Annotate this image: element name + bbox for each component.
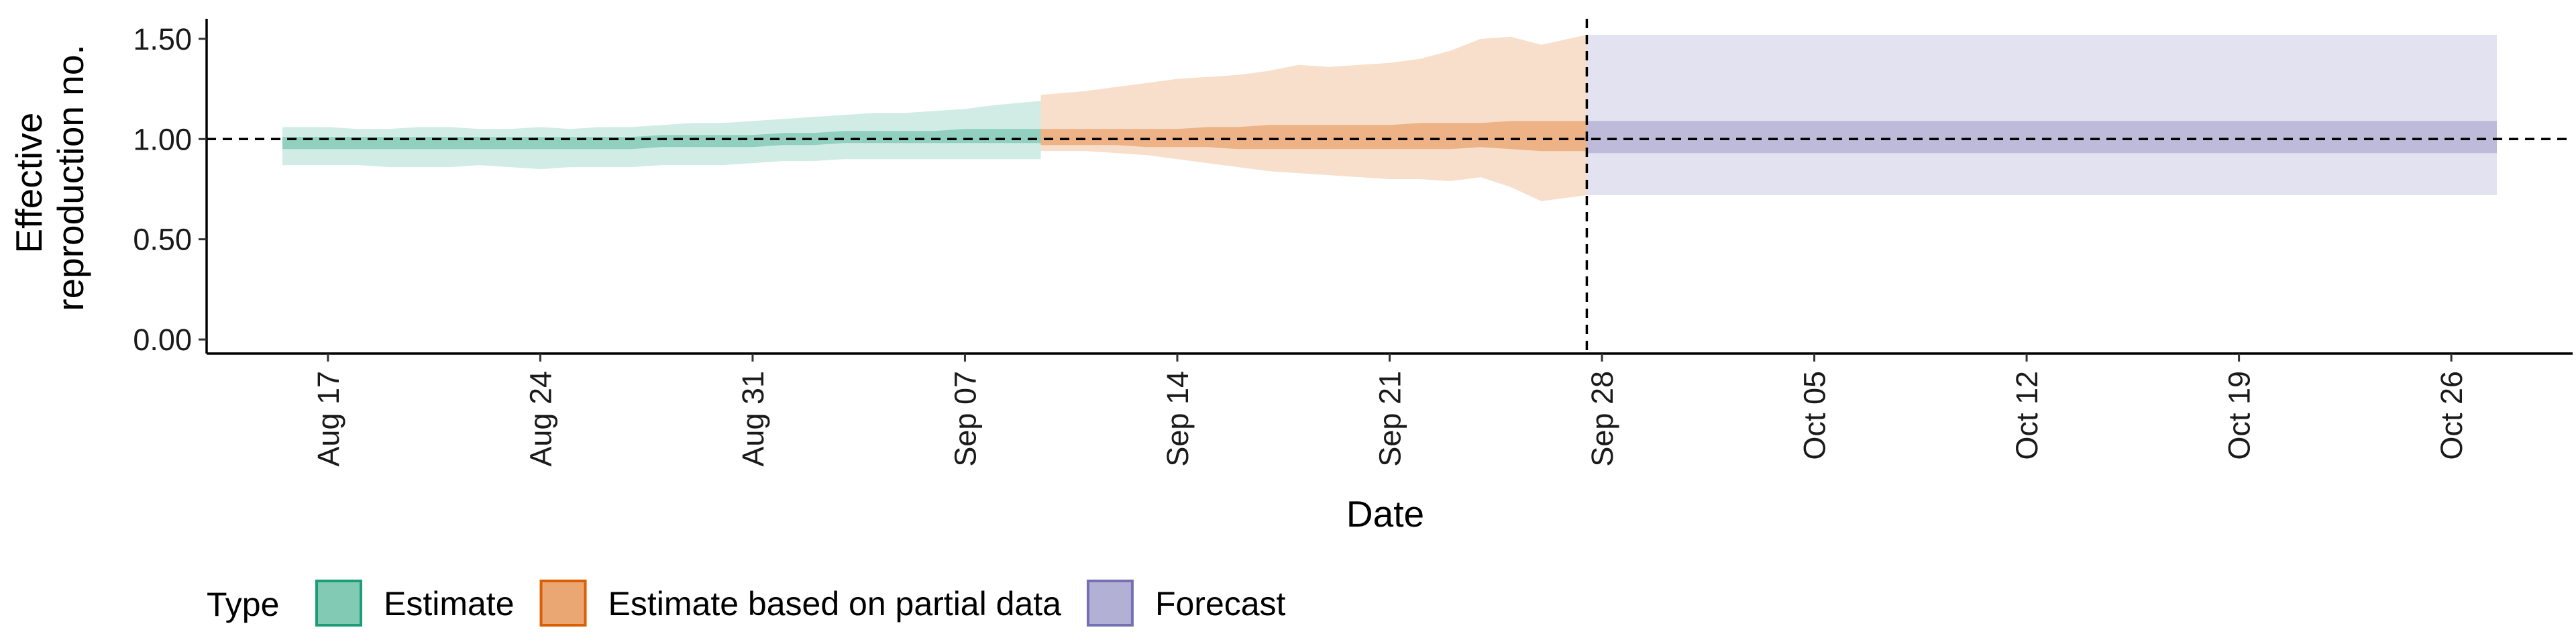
legend-label-estimate-based-on-partial-data: Estimate based on partial data bbox=[608, 585, 1062, 623]
y-tick-label: 1.00 bbox=[133, 122, 192, 156]
ribbon-layer bbox=[282, 34, 2497, 201]
legend-swatch-estimate bbox=[315, 580, 362, 627]
x-tick-label: Oct 12 bbox=[2010, 371, 2044, 460]
band-90-forecast bbox=[1587, 34, 2497, 195]
x-tick-label: Sep 14 bbox=[1161, 371, 1195, 467]
x-tick-label: Aug 31 bbox=[736, 371, 770, 467]
x-axis-title: Date bbox=[1346, 493, 1424, 535]
y-axis-title-line-1: Effective bbox=[8, 113, 50, 254]
y-axis-title: Effective reproduction no. bbox=[8, 44, 91, 311]
y-tick-label: 0.50 bbox=[133, 223, 192, 257]
x-tick-label: Oct 05 bbox=[1798, 371, 1832, 460]
y-axis-ticks: 0.00 0.50 1.00 1.50 bbox=[133, 22, 207, 357]
x-tick-label: Sep 07 bbox=[948, 371, 982, 467]
y-axis-title-line-2: reproduction no. bbox=[50, 44, 91, 311]
legend-swatch-forecast bbox=[1086, 580, 1134, 627]
band-50-forecast bbox=[1587, 121, 2497, 154]
x-tick-label: Sep 21 bbox=[1373, 371, 1407, 467]
legend-label-estimate: Estimate bbox=[384, 585, 515, 623]
legend-label-forecast: Forecast bbox=[1155, 585, 1286, 623]
band-90-estimate bbox=[282, 101, 1041, 170]
legend: Type Estimate Estimate based on partial da… bbox=[207, 580, 1286, 627]
x-tick-label: Aug 24 bbox=[523, 371, 557, 467]
legend-swatch-estimate-based-on-partial-data bbox=[539, 580, 587, 627]
x-tick-label: Aug 17 bbox=[311, 371, 345, 467]
x-tick-label: Sep 28 bbox=[1585, 371, 1619, 467]
y-tick-label: 1.50 bbox=[133, 22, 192, 56]
y-tick-label: 0.00 bbox=[133, 323, 192, 357]
band-50-estimate-based-on-partial-data bbox=[1040, 121, 1587, 152]
x-axis-ticks: Aug 17 Aug 24 Aug 31 Sep 07 Sep 14 Sep 21 Sep … bbox=[311, 354, 2469, 467]
band-90-estimate-based-on-partial-data bbox=[1040, 34, 1587, 201]
legend-title: Type bbox=[207, 586, 279, 623]
x-tick-label: Oct 19 bbox=[2222, 371, 2257, 460]
x-tick-label: Oct 26 bbox=[2434, 371, 2469, 460]
reference-lines bbox=[207, 19, 2573, 355]
